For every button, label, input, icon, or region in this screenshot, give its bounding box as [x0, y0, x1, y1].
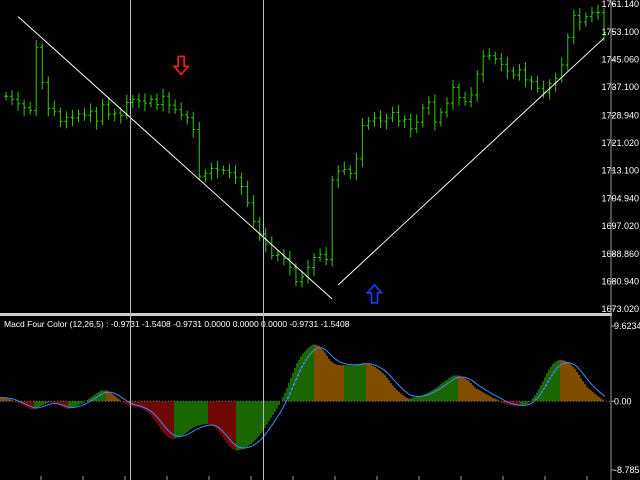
indicator-tick-label: 9.6234 [614, 321, 640, 331]
trendline-1[interactable] [17, 16, 333, 300]
price-panel[interactable] [4, 4, 606, 304]
price-tick-label: 1713.100 [601, 165, 639, 175]
indicator-tick-label: 0.00 [614, 396, 632, 406]
price-tick-label: 1680.940 [601, 277, 639, 287]
trendline-2[interactable] [337, 37, 605, 286]
price-tick-label: 1761.140 [601, 0, 639, 9]
price-axis: 1761.140 1753.100 1745.060 1737.100 1728.940… [601, 0, 639, 314]
price-tick-label: 1728.940 [601, 110, 639, 120]
price-tick-label: 1673.020 [601, 304, 639, 314]
indicator-axis: 9.6234 0.00 -8.7853 [40, 321, 640, 480]
panel-divider[interactable] [0, 313, 612, 316]
price-tick-label: 1721.020 [601, 138, 639, 148]
price-tick-label: 1745.060 [601, 55, 639, 65]
price-tick-label: 1697.020 [601, 221, 639, 231]
sell-arrow-icon[interactable] [172, 55, 190, 76]
signal-line [0, 347, 606, 449]
indicator-title: Macd Four Color (12,26,5) : -0.9731 -1.5… [4, 319, 350, 329]
buy-arrow-icon[interactable] [365, 283, 384, 304]
price-tick-label: 1688.860 [601, 249, 639, 259]
price-tick-label: 1753.100 [601, 27, 639, 37]
price-tick-label: 1737.100 [601, 82, 639, 92]
price-tick-label: 1704.940 [601, 194, 639, 204]
indicator-tick-label: -8.7853 [614, 465, 640, 475]
indicator-panel[interactable] [0, 344, 611, 451]
